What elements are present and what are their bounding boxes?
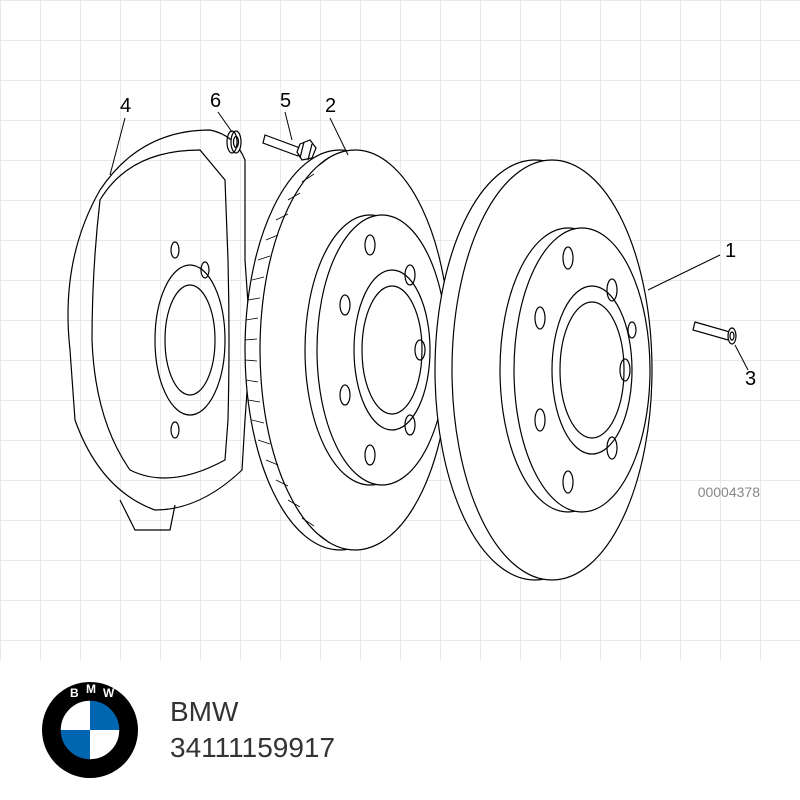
callout-4: 4 (120, 95, 131, 118)
callout-2: 2 (325, 95, 336, 118)
svg-text:M: M (86, 682, 96, 696)
part-number-label: 34111159917 (170, 730, 335, 766)
washer (227, 131, 241, 153)
hex-bolt (263, 135, 316, 160)
part-text: BMW 34111159917 (170, 694, 335, 767)
svg-text:B: B (70, 686, 79, 700)
callout-6: 6 (210, 90, 221, 113)
callout-5: 5 (280, 90, 291, 113)
brand-label: BMW (170, 694, 335, 730)
ventilated-disc (245, 150, 450, 550)
bmw-logo: B M W (40, 680, 140, 780)
image-id: 00004378 (698, 484, 760, 500)
socket-screw (693, 322, 736, 344)
diagram-area: 4 6 5 2 1 3 00004378 (0, 0, 800, 660)
callout-3: 3 (745, 368, 756, 391)
svg-text:W: W (103, 686, 115, 700)
callout-1: 1 (725, 240, 736, 263)
footer: B M W BMW 34111159917 (0, 660, 800, 800)
dust-shield (68, 130, 250, 530)
solid-disc (435, 160, 652, 580)
